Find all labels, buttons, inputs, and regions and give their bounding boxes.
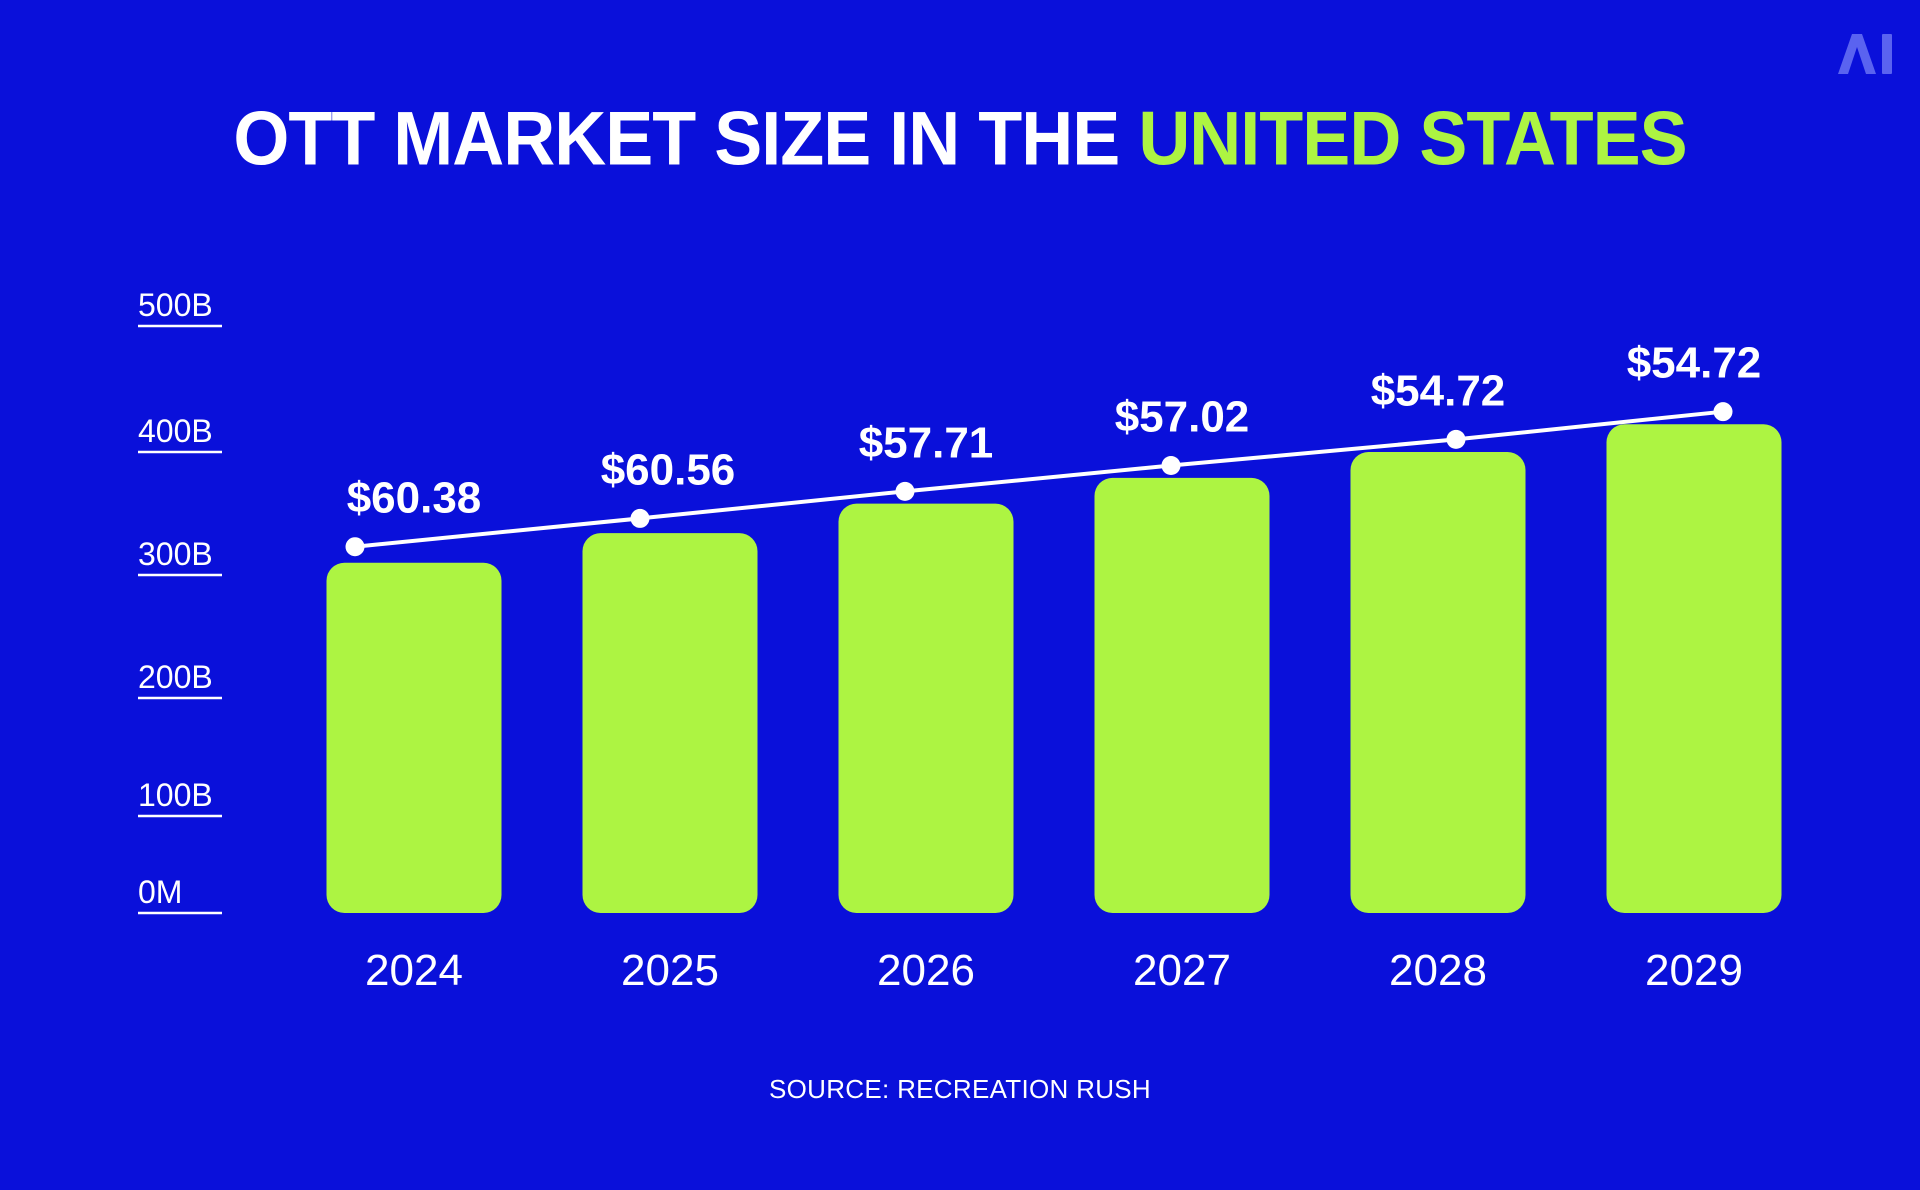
y-axis: 0M 100B 200B 300B 400B 500B — [138, 287, 222, 915]
bars-group — [326, 424, 1782, 913]
x-tick-label: 2026 — [877, 946, 975, 995]
data-label: $57.02 — [1115, 393, 1250, 442]
data-label: $60.38 — [347, 474, 482, 523]
chart-title-accent: UNITED STATES — [1138, 96, 1687, 182]
x-tick-label: 2027 — [1133, 946, 1231, 995]
x-tick-label: 2024 — [365, 946, 463, 995]
ai-logo-icon — [1838, 34, 1892, 74]
trend-line — [354, 409, 1724, 549]
y-tick-label: 0M — [138, 874, 182, 910]
data-label: $57.71 — [859, 418, 994, 467]
y-tick-label: 100B — [138, 777, 213, 813]
ai-logo-i-shape — [1882, 34, 1892, 74]
bar — [838, 503, 1014, 913]
bar — [326, 562, 502, 913]
data-label: $54.72 — [1627, 339, 1762, 388]
bar — [1350, 452, 1526, 913]
data-labels-group: $60.38 $60.56 $57.71 $57.02 $54.72 $54.72 — [347, 339, 1762, 523]
data-label: $54.72 — [1371, 366, 1506, 415]
trend-line-group — [345, 402, 1733, 557]
trend-point — [345, 537, 365, 557]
trend-point — [895, 481, 915, 501]
bar — [1606, 424, 1782, 913]
y-tick-label: 500B — [138, 287, 213, 323]
bar — [582, 533, 758, 913]
chart-title-main: OTT MARKET SIZE IN THE — [233, 96, 1139, 182]
trend-point — [630, 508, 650, 528]
x-tick-label: 2025 — [621, 946, 719, 995]
x-tick-label: 2029 — [1645, 946, 1743, 995]
trend-point — [1713, 402, 1733, 422]
y-tick-label: 300B — [138, 536, 213, 572]
ai-logo-a-shape — [1838, 34, 1876, 74]
bar — [1094, 477, 1270, 913]
trend-point — [1446, 429, 1466, 449]
y-tick-label: 200B — [138, 659, 213, 695]
data-label: $60.56 — [601, 445, 736, 494]
trend-point — [1161, 456, 1181, 476]
y-tick-label: 400B — [138, 413, 213, 449]
x-axis: 2024 2025 2026 2027 2028 2029 — [365, 946, 1743, 995]
chart-title: OTT MARKET SIZE IN THE UNITED STATES — [0, 96, 1920, 183]
source-note: SOURCE: RECREATION RUSH — [768, 1074, 1151, 1104]
x-tick-label: 2028 — [1389, 946, 1487, 995]
